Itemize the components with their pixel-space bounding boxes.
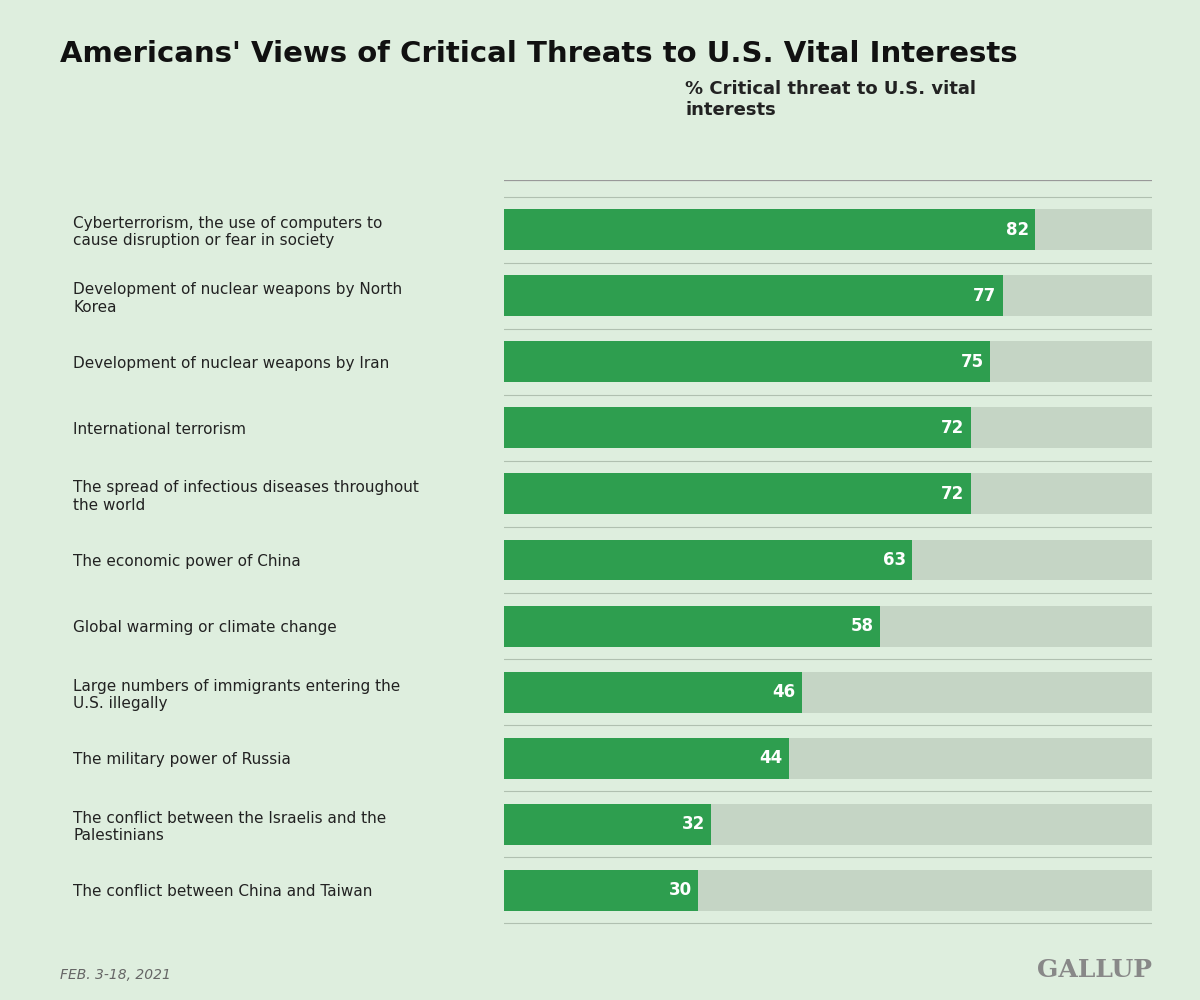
Bar: [504, 870, 698, 911]
Text: 63: 63: [883, 551, 906, 569]
Bar: [504, 407, 971, 448]
Text: Americans' Views of Critical Threats to U.S. Vital Interests: Americans' Views of Critical Threats to …: [60, 40, 1018, 68]
Text: 32: 32: [682, 815, 704, 833]
Bar: [504, 275, 1152, 316]
Text: 82: 82: [1006, 221, 1028, 239]
Bar: [504, 804, 712, 845]
Text: % Critical threat to U.S. vital
interests: % Critical threat to U.S. vital interest…: [685, 80, 977, 119]
Bar: [504, 540, 1152, 580]
Text: 72: 72: [941, 485, 964, 503]
Bar: [504, 738, 790, 779]
Bar: [504, 275, 1003, 316]
Text: 58: 58: [851, 617, 874, 635]
Bar: [504, 341, 990, 382]
Bar: [504, 870, 1152, 911]
Text: 30: 30: [668, 881, 692, 899]
Text: FEB. 3-18, 2021: FEB. 3-18, 2021: [60, 968, 170, 982]
Bar: [504, 209, 1152, 250]
Bar: [504, 209, 1036, 250]
Text: 44: 44: [760, 749, 782, 767]
Bar: [504, 540, 912, 580]
Bar: [504, 738, 1152, 779]
Bar: [504, 407, 1152, 448]
Text: 46: 46: [773, 683, 796, 701]
Bar: [504, 473, 971, 514]
Bar: [504, 804, 1152, 845]
Bar: [504, 341, 1152, 382]
Text: 75: 75: [960, 353, 984, 371]
Text: 72: 72: [941, 419, 964, 437]
Text: 77: 77: [973, 287, 996, 305]
Bar: [504, 473, 1152, 514]
Text: GALLUP: GALLUP: [1037, 958, 1152, 982]
Bar: [504, 672, 802, 713]
Bar: [504, 606, 880, 647]
Bar: [504, 606, 1152, 647]
Bar: [504, 672, 1152, 713]
